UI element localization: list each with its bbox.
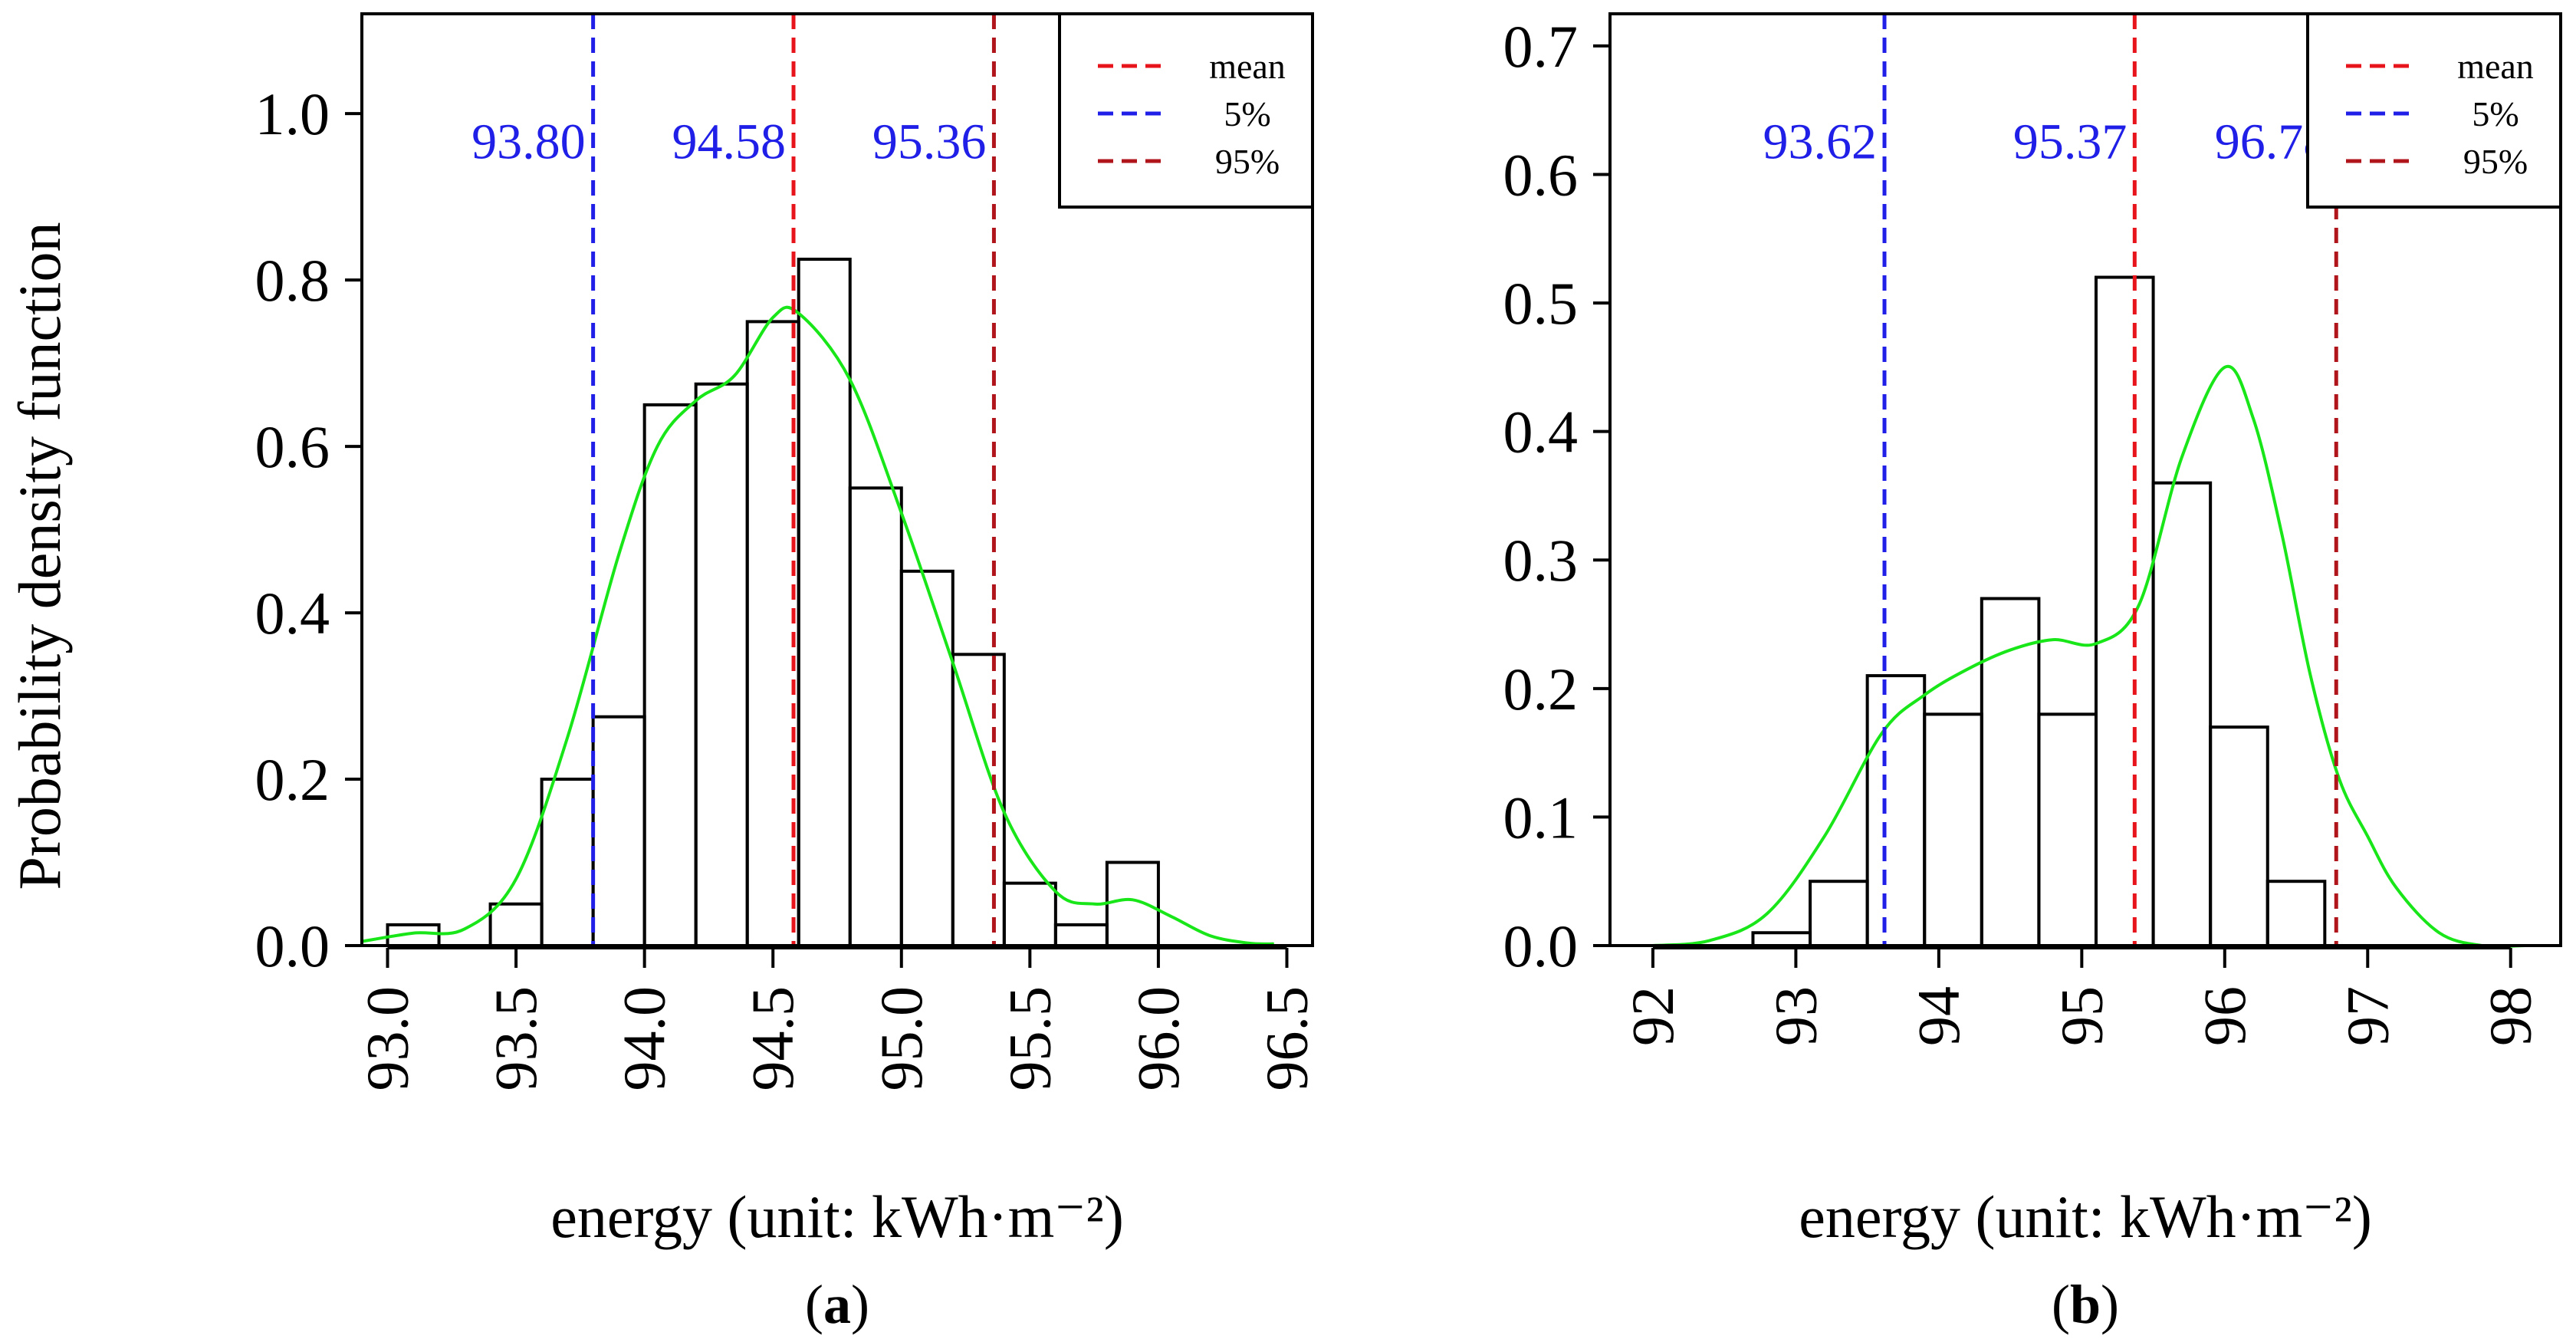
y-tick-label: 0.0 [1503,913,1579,979]
histogram-bar [1923,712,1983,948]
plot-frame [360,12,1314,947]
y-tick-label: 0.0 [255,913,330,979]
x-axis-label: energy (unit: kWh·m⁻²) [550,1183,1124,1250]
x-tick-label: 97 [2334,986,2400,1046]
panel-label: (a) [805,1274,869,1335]
histogram-bar [797,258,852,947]
y-tick-label: 0.8 [255,247,330,314]
histogram-bar [2037,712,2098,948]
histogram-bar [848,486,903,947]
panel-label-letter: a [823,1274,851,1335]
histogram-bar [2266,880,2327,948]
y-axis-label: Probability density function [6,222,73,890]
x-tick-label: 96.5 [1253,986,1319,1091]
legend-label-p95: 95% [2463,142,2528,181]
y-tick-label: 0.6 [255,413,330,480]
histogram-bar [899,569,955,948]
y-tick-label: 0.2 [1503,656,1579,722]
y-tick-label: 0.5 [1503,270,1579,337]
panel-b: 93.62 95.37 96.780.00.10.20.30.40.50.60.79… [1503,12,2562,1335]
legend-label-p5: 5% [1224,94,1270,133]
vline-label-p5: 93.62 [1763,114,1878,169]
legend-box [1058,12,1314,209]
y-tick-label: 0.1 [1503,784,1579,850]
x-tick-label: 93 [1762,986,1829,1046]
y-tick-label: 1.0 [255,81,330,147]
legend-label-mean: mean [1209,47,1286,86]
x-tick-label: 93.5 [482,986,549,1091]
histogram-bar [591,715,646,948]
x-axis-label: energy (unit: kWh·m⁻²) [1799,1183,2372,1250]
histogram-bar [2209,725,2269,947]
x-tick-label: 98 [2477,986,2544,1046]
plot-frame [1608,12,2562,947]
histogram-bar [1105,860,1160,947]
histogram-bar [745,320,800,948]
panel-label-letter: b [2070,1274,2101,1335]
x-tick-label: 96 [2191,986,2258,1046]
panel-label-open: ( [805,1274,823,1335]
histogram-bar [488,902,544,947]
x-tick-label: 92 [1619,986,1686,1046]
y-tick-label: 0.4 [255,580,330,646]
x-tick-label: 95.5 [996,986,1063,1091]
density-curve [1652,364,2525,949]
histogram-bar [1809,880,1869,948]
x-tick-label: 94 [1905,986,1972,1046]
legend-label-p95: 95% [1215,142,1280,181]
panel-label-close: ) [2101,1274,2119,1335]
x-tick-label: 95.0 [868,986,935,1091]
vline-label-mean: 95.37 [2013,114,2128,169]
y-tick-label: 0.3 [1503,527,1579,594]
density-curve [361,305,1274,946]
histogram-bar [2094,275,2155,948]
histogram-bar [1751,931,1812,947]
panel-label-close: ) [851,1274,869,1335]
histogram-bar [2151,481,2213,947]
panel-label-open: ( [2052,1274,2070,1335]
legend-label-mean: mean [2457,47,2534,86]
x-tick-label: 96.0 [1125,986,1191,1091]
y-tick-label: 0.7 [1503,13,1579,80]
legend-box [2306,12,2562,209]
panel-label: (b) [2052,1274,2119,1335]
histogram-bar [694,382,749,947]
histogram-bar [1053,923,1109,948]
y-tick-label: 0.4 [1503,399,1579,466]
panel-a: 93.80 94.58 95.36 0.0 0.2 0.4 0.6 0.8 1.0 93.0 93.… [255,12,1319,1335]
vline-label-mean: 94.58 [672,114,787,169]
vline-label-p5: 93.80 [472,114,586,169]
x-tick-label: 94.5 [739,986,806,1091]
histogram-bar [1002,881,1057,948]
y-tick-label: 0.6 [1503,141,1579,208]
legend-label-p5: 5% [2472,94,2518,133]
x-tick-label: 94.0 [611,986,678,1091]
histogram-bar [540,778,595,947]
y-tick-label: 0.2 [255,746,330,813]
histogram-bar [951,653,1006,947]
x-tick-label: 95 [2048,986,2114,1046]
x-tick-label: 93.0 [354,986,421,1091]
histogram-bar [642,403,698,947]
vline-label-p95: 95.36 [872,114,987,169]
